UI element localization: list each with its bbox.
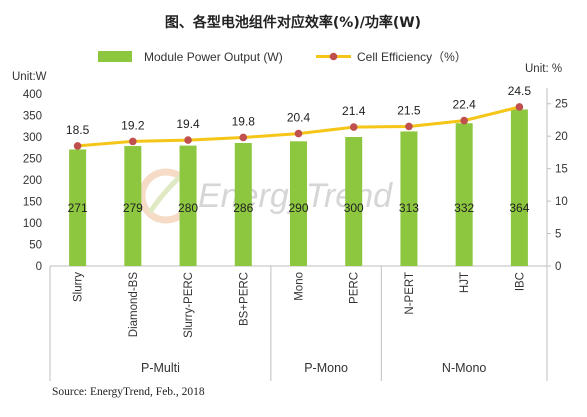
right-tick-label: 15 bbox=[555, 164, 568, 176]
bar bbox=[179, 145, 197, 266]
legend: Module Power Output (W) Cell Efficiency（… bbox=[98, 50, 467, 64]
legend-swatch-marker bbox=[329, 52, 338, 61]
efficiency-point bbox=[73, 142, 82, 150]
bar-value-label: 364 bbox=[509, 201, 529, 215]
left-axis: 0 50 100 150 200 250 300 350 400 bbox=[23, 89, 42, 273]
legend-label-efficiency: Cell Efficiency（%） bbox=[357, 50, 467, 64]
group-label: N-Mono bbox=[442, 361, 487, 375]
bar-series: 271 279 280 286 290 300 313 332 364 bbox=[68, 109, 530, 267]
bar bbox=[400, 131, 418, 266]
efficiency-value-label: 22.4 bbox=[452, 98, 476, 112]
right-tick-label: 5 bbox=[555, 229, 561, 241]
efficiency-value-label: 21.5 bbox=[397, 103, 421, 117]
bar bbox=[124, 146, 142, 266]
right-tick-label: 25 bbox=[555, 99, 568, 111]
bar bbox=[455, 123, 473, 267]
bar-value-label: 313 bbox=[399, 201, 419, 215]
efficiency-value-label: 19.2 bbox=[121, 118, 145, 132]
efficiency-point bbox=[294, 129, 303, 138]
category-label: IBC bbox=[514, 272, 526, 291]
efficiency-value-label: 18.5 bbox=[66, 123, 90, 137]
bar bbox=[69, 149, 87, 266]
category-label: Mono bbox=[294, 272, 306, 301]
bar-value-label: 300 bbox=[344, 201, 364, 215]
right-axis-unit: Unit: % bbox=[525, 63, 562, 75]
efficiency-point bbox=[515, 103, 524, 111]
bar-value-label: 279 bbox=[123, 201, 143, 215]
group-label: P-Multi bbox=[141, 361, 180, 375]
category-label: Slurry bbox=[73, 272, 85, 302]
category-label: N-PERT bbox=[404, 272, 416, 315]
group-label: P-Mono bbox=[304, 361, 348, 375]
left-tick-label: 200 bbox=[23, 175, 42, 187]
efficiency-value-label: 19.4 bbox=[176, 117, 200, 131]
efficiency-point bbox=[239, 133, 248, 142]
category-label: HJT bbox=[459, 272, 471, 293]
bar bbox=[345, 137, 363, 266]
left-tick-label: 150 bbox=[23, 197, 42, 209]
group-axis: P-Multi P-Mono N-Mono bbox=[49, 266, 548, 381]
category-label: PERC bbox=[349, 272, 361, 304]
bar-value-label: 332 bbox=[454, 201, 474, 215]
right-tick-label: 20 bbox=[555, 131, 568, 143]
bar-value-label: 280 bbox=[178, 201, 198, 215]
chart-title: 图、各型电池组件对应效率(%)/功率(W) bbox=[165, 14, 421, 31]
legend-label-power: Module Power Output (W) bbox=[144, 50, 283, 64]
efficiency-point bbox=[349, 123, 358, 131]
legend-swatch-bar bbox=[98, 51, 132, 62]
left-tick-label: 350 bbox=[23, 111, 42, 123]
bar-value-label: 271 bbox=[68, 201, 88, 215]
left-tick-label: 300 bbox=[23, 132, 42, 144]
left-tick-label: 100 bbox=[23, 218, 42, 230]
efficiency-series: 18.5 19.2 19.4 19.8 20.4 21.4 21.5 22.4 24.5 bbox=[66, 84, 531, 150]
left-axis-unit: Unit:W bbox=[12, 71, 47, 83]
left-tick-label: 0 bbox=[36, 261, 42, 273]
category-label: Slurry-PERC bbox=[183, 272, 195, 338]
efficiency-value-label: 24.5 bbox=[508, 84, 532, 98]
right-tick-label: 10 bbox=[555, 196, 568, 208]
category-label: BS+PERC bbox=[238, 272, 250, 326]
efficiency-point bbox=[405, 122, 413, 131]
efficiency-value-label: 19.8 bbox=[232, 114, 256, 128]
left-tick-label: 50 bbox=[29, 240, 42, 252]
bar-value-label: 290 bbox=[288, 201, 308, 215]
bar bbox=[234, 143, 252, 266]
source-note: Source: EnergyTrend, Feb., 2018 bbox=[52, 386, 205, 398]
category-axis: Slurry Diamond-BS Slurry-PERC BS+PERC Mono PE… bbox=[73, 272, 527, 338]
efficiency-value-label: 21.4 bbox=[342, 104, 366, 118]
bar-value-label: 286 bbox=[233, 201, 253, 215]
left-tick-label: 400 bbox=[23, 89, 42, 101]
bar bbox=[510, 109, 528, 266]
right-tick-label: 0 bbox=[555, 261, 561, 273]
category-label: Diamond-BS bbox=[128, 272, 140, 338]
efficiency-point bbox=[460, 116, 468, 125]
left-tick-label: 250 bbox=[23, 154, 42, 166]
efficiency-value-label: 20.4 bbox=[287, 111, 311, 125]
efficiency-point bbox=[129, 137, 137, 146]
bar bbox=[290, 141, 307, 266]
efficiency-point bbox=[184, 136, 192, 144]
